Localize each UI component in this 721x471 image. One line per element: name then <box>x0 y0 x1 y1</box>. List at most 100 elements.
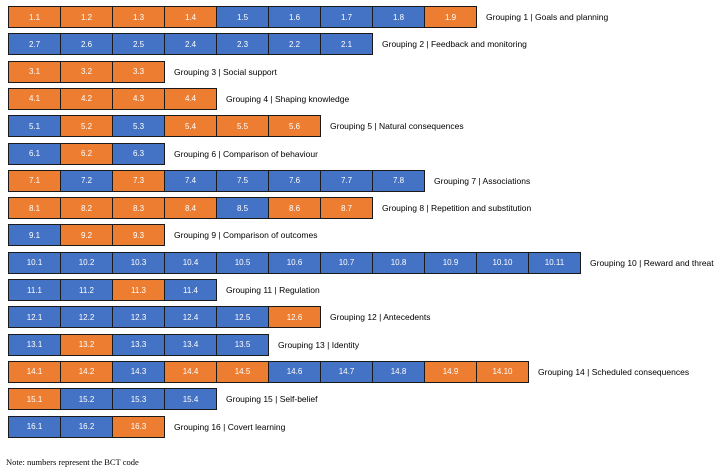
grouping-row: 1.1 1.2 1.3 1.4 1.5 1.6 1.7 1.8 1.9 Grouping 1 | … <box>8 6 608 28</box>
grouping-row: 8.1 8.2 8.3 8.4 8.5 8.6 8.7 Grouping 8 | Repeti… <box>8 197 532 220</box>
bct-code-cell: 8.7 <box>320 197 373 220</box>
bct-code-cell: 13.2 <box>60 333 113 356</box>
bct-code-cell: 16.3 <box>112 415 165 438</box>
bct-code-cell: 11.4 <box>164 279 217 301</box>
bct-code-cell: 7.5 <box>216 169 269 192</box>
bct-code-cell: 13.1 <box>8 333 61 356</box>
bct-code-cell: 9.3 <box>112 224 165 247</box>
bct-code-cell: 14.7 <box>320 360 373 383</box>
bct-code-cell: 14.4 <box>164 360 217 383</box>
bct-code-cell: 10.2 <box>60 251 113 274</box>
bct-code-cell: 14.9 <box>424 360 477 383</box>
bct-code-cell: 5.5 <box>216 115 269 138</box>
bct-code-cell: 10.3 <box>112 251 165 274</box>
bct-code-cell: 4.3 <box>112 87 165 110</box>
bct-code-cell: 2.6 <box>60 33 113 56</box>
grouping-row: 7.1 7.2 7.3 7.4 7.5 7.6 7.7 7.8 Grouping 7 | Ass… <box>8 169 531 192</box>
grouping-label: Grouping 4 | Shaping knowledge <box>226 93 350 104</box>
bct-code-cell: 7.6 <box>268 169 321 192</box>
grouping-label: Grouping 12 | Antecedents <box>330 312 431 323</box>
bct-code-cell: 4.2 <box>60 87 113 110</box>
bct-code-cell: 12.1 <box>8 306 61 329</box>
bct-code-cell: 5.2 <box>60 115 113 138</box>
grouping-label: Grouping 16 | Covert learning <box>174 421 286 432</box>
grouping-row: 5.1 5.2 5.3 5.4 5.5 5.6 Grouping 5 | Natural c… <box>8 115 464 138</box>
grouping-row: 12.1 12.2 12.3 12.4 12.5 12.6 Grouping 12 | An… <box>8 306 431 329</box>
bct-code-cell: 6.3 <box>112 142 165 165</box>
bct-code-cell: 1.8 <box>372 6 425 28</box>
bct-code-cell: 8.3 <box>112 197 165 220</box>
grouping-label: Grouping 8 | Repetition and substitution <box>382 203 532 214</box>
bct-code-cell: 1.1 <box>8 6 61 28</box>
bct-code-cell: 10.5 <box>216 251 269 274</box>
bct-code-cell: 1.4 <box>164 6 217 28</box>
bct-code-cell: 2.2 <box>268 33 321 56</box>
bct-code-cell: 10.7 <box>320 251 373 274</box>
bct-code-cell: 12.6 <box>268 306 321 329</box>
bct-code-cell: 7.3 <box>112 169 165 192</box>
bct-code-cell: 12.3 <box>112 306 165 329</box>
bct-code-cell: 16.2 <box>60 415 113 438</box>
bct-code-cell: 14.3 <box>112 360 165 383</box>
bct-code-cell: 10.8 <box>372 251 425 274</box>
bct-code-cell: 5.6 <box>268 115 321 138</box>
bct-code-cell: 2.3 <box>216 33 269 56</box>
bct-code-cell: 1.5 <box>216 6 269 28</box>
bct-code-cell: 5.1 <box>8 115 61 138</box>
grouping-label: Grouping 9 | Comparison of outcomes <box>174 230 318 241</box>
bct-code-cell: 2.7 <box>8 33 61 56</box>
grouping-label: Grouping 6 | Comparison of behaviour <box>174 148 318 159</box>
bct-code-cell: 8.6 <box>268 197 321 220</box>
bct-code-cell: 15.2 <box>60 388 113 411</box>
bct-code-cell: 10.4 <box>164 251 217 274</box>
bct-code-cell: 15.1 <box>8 388 61 411</box>
grouping-row: 3.1 3.2 3.3 Grouping 3 | Social support <box>8 60 277 83</box>
bct-code-cell: 14.1 <box>8 360 61 383</box>
bct-code-cell: 13.3 <box>112 333 165 356</box>
bct-code-cell: 7.4 <box>164 169 217 192</box>
bct-code-cell: 13.4 <box>164 333 217 356</box>
bct-code-cell: 7.7 <box>320 169 373 192</box>
bct-code-cell: 7.1 <box>8 169 61 192</box>
footnote: Note: numbers represent the BCT code <box>6 457 139 467</box>
bct-code-cell: 14.2 <box>60 360 113 383</box>
bct-code-cell: 10.9 <box>424 251 477 274</box>
bct-code-cell: 1.3 <box>112 6 165 28</box>
bct-code-cell: 1.7 <box>320 6 373 28</box>
bct-code-cell: 2.1 <box>320 33 373 56</box>
grouping-label: Grouping 7 | Associations <box>434 175 531 186</box>
grouping-row: 16.1 16.2 16.3 Grouping 16 | Covert learnin… <box>8 415 286 438</box>
grouping-row: 2.7 2.6 2.5 2.4 2.3 2.2 2.1 Grouping 2 | Feedba… <box>8 33 527 56</box>
bct-code-cell: 5.4 <box>164 115 217 138</box>
bct-code-cell: 1.9 <box>424 6 477 28</box>
bct-code-cell: 4.1 <box>8 87 61 110</box>
bct-code-cell: 10.10 <box>476 251 529 274</box>
bct-code-cell: 10.6 <box>268 251 321 274</box>
bct-code-cell: 1.2 <box>60 6 113 28</box>
bct-code-cell: 10.1 <box>8 251 61 274</box>
bct-code-cell: 4.4 <box>164 87 217 110</box>
bct-code-cell: 3.1 <box>8 60 61 83</box>
bct-code-cell: 1.6 <box>268 6 321 28</box>
bct-code-cell: 2.4 <box>164 33 217 56</box>
bct-code-cell: 8.1 <box>8 197 61 220</box>
bct-code-cell: 14.10 <box>476 360 529 383</box>
bct-code-cell: 12.4 <box>164 306 217 329</box>
bct-code-cell: 3.3 <box>112 60 165 83</box>
bct-code-cell: 6.1 <box>8 142 61 165</box>
bct-code-cell: 11.3 <box>112 279 165 301</box>
bct-code-cell: 7.2 <box>60 169 113 192</box>
bct-code-cell: 14.8 <box>372 360 425 383</box>
grouping-row: 14.1 14.2 14.3 14.4 14.5 14.6 14.7 14.8 14.9 14.1… <box>8 360 689 383</box>
bct-code-cell: 5.3 <box>112 115 165 138</box>
grouping-label: Grouping 3 | Social support <box>174 66 277 77</box>
bct-code-cell: 16.1 <box>8 415 61 438</box>
grouping-label: Grouping 1 | Goals and planning <box>486 12 609 22</box>
bct-code-cell: 2.5 <box>112 33 165 56</box>
grouping-label: Grouping 11 | Regulation <box>226 285 320 295</box>
grouping-row: 13.1 13.2 13.3 13.4 13.5 Grouping 13 | Identi… <box>8 333 359 356</box>
grouping-row: 6.1 6.2 6.3 Grouping 6 | Comparison of beha… <box>8 142 318 165</box>
bct-code-cell: 14.5 <box>216 360 269 383</box>
bct-code-cell: 3.2 <box>60 60 113 83</box>
